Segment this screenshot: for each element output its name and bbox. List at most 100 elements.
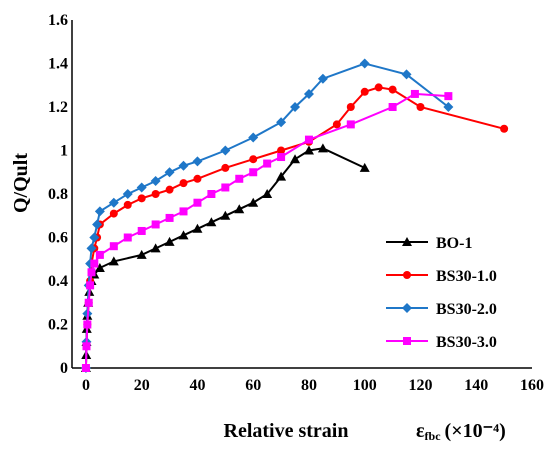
data-point bbox=[248, 132, 259, 143]
y-tick-label: 0.8 bbox=[48, 186, 68, 203]
data-point bbox=[150, 243, 161, 253]
data-point bbox=[303, 88, 314, 99]
data-point bbox=[332, 120, 341, 129]
x-tick-label: 40 bbox=[189, 377, 205, 394]
data-point bbox=[416, 103, 425, 111]
data-point bbox=[122, 189, 133, 199]
data-point bbox=[249, 155, 258, 164]
y-tick-label: 0 bbox=[60, 360, 68, 377]
series-bo-1 bbox=[80, 143, 370, 372]
data-point bbox=[109, 242, 118, 251]
y-tick-label: 1.6 bbox=[48, 12, 68, 29]
legend-label: BS30-1.0 bbox=[436, 268, 497, 285]
data-point bbox=[94, 206, 105, 217]
y-tick-label: 1.4 bbox=[48, 56, 68, 73]
data-point bbox=[165, 213, 174, 222]
axes bbox=[71, 20, 532, 369]
data-point bbox=[249, 168, 258, 177]
legend-label: BS30-3.0 bbox=[436, 334, 497, 351]
data-point bbox=[81, 364, 90, 372]
data-point bbox=[206, 217, 217, 227]
legend-item: BS30-3.0 bbox=[386, 334, 497, 351]
data-point bbox=[86, 281, 95, 290]
data-point bbox=[192, 223, 203, 233]
x-axis-symbol-epsilon: ε bbox=[416, 420, 425, 442]
data-point bbox=[207, 190, 216, 198]
data-point bbox=[263, 159, 272, 168]
data-point bbox=[108, 256, 119, 266]
x-tick-label: 80 bbox=[301, 377, 317, 394]
y-tick-label: 1 bbox=[60, 143, 68, 160]
data-point bbox=[84, 298, 93, 307]
data-point bbox=[192, 156, 203, 167]
data-point bbox=[193, 198, 202, 207]
data-point bbox=[123, 200, 132, 209]
y-tick-labels: 0 0.2 0.4 0.6 0.8 1 1.2 1.4 1.6 bbox=[48, 12, 68, 377]
data-point bbox=[165, 185, 174, 194]
data-point bbox=[290, 154, 301, 164]
x-tick-label: 100 bbox=[353, 377, 377, 394]
legend-label: BO-1 bbox=[436, 235, 472, 252]
x-tick-label: 60 bbox=[245, 377, 261, 394]
data-point bbox=[178, 230, 189, 240]
data-point bbox=[136, 249, 147, 259]
data-point bbox=[277, 153, 286, 162]
data-point bbox=[248, 197, 259, 207]
x-axis-unit: (×10⁻⁴) bbox=[445, 420, 506, 442]
series-layer bbox=[80, 58, 509, 373]
x-tick-label: 160 bbox=[520, 377, 544, 394]
series-bs30-1-0 bbox=[81, 83, 509, 372]
data-point bbox=[235, 174, 244, 183]
x-tick-label: 140 bbox=[464, 377, 488, 394]
data-point bbox=[193, 174, 202, 183]
series-bs30-2-0 bbox=[80, 58, 454, 373]
data-point bbox=[401, 69, 412, 80]
x-axis-symbol: εfbc (×10⁻⁴) bbox=[416, 420, 506, 443]
legend-label: BS30-2.0 bbox=[436, 301, 497, 318]
legend-swatch-marker bbox=[402, 303, 412, 313]
data-point bbox=[444, 92, 453, 101]
data-point bbox=[179, 179, 188, 188]
legend-item: BO-1 bbox=[386, 235, 472, 252]
data-point bbox=[221, 183, 230, 192]
data-point bbox=[83, 320, 92, 329]
data-point bbox=[150, 175, 161, 186]
data-point bbox=[90, 259, 99, 268]
y-axis-title: Q/Qult bbox=[10, 153, 32, 213]
x-tick-label: 20 bbox=[134, 377, 150, 394]
data-point bbox=[303, 145, 314, 155]
data-point bbox=[220, 210, 231, 220]
data-point bbox=[123, 233, 132, 242]
data-point bbox=[276, 117, 287, 128]
legend: BO-1 BS30-1.0 BS30-2.0 BS30-3.0 bbox=[386, 235, 497, 351]
legend-swatch-marker bbox=[403, 271, 411, 279]
y-tick-label: 1.2 bbox=[48, 99, 68, 116]
legend-item: BS30-2.0 bbox=[386, 301, 497, 318]
series-line bbox=[84, 147, 366, 369]
data-point bbox=[137, 226, 146, 235]
x-tick-labels: 0 20 40 60 80 100 120 140 160 bbox=[82, 377, 544, 394]
data-point bbox=[410, 89, 419, 98]
data-point bbox=[262, 189, 273, 198]
y-tick-label: 0.6 bbox=[48, 230, 68, 247]
data-point bbox=[92, 219, 103, 230]
data-point bbox=[82, 342, 91, 351]
data-point bbox=[317, 73, 328, 84]
y-tick-label: 0.4 bbox=[48, 273, 68, 290]
legend-swatch-marker bbox=[403, 337, 411, 345]
legend-swatch-marker bbox=[402, 237, 412, 246]
data-point bbox=[87, 268, 96, 277]
data-point bbox=[443, 102, 454, 112]
data-point bbox=[360, 87, 369, 96]
data-point bbox=[234, 204, 245, 214]
data-point bbox=[359, 58, 370, 69]
data-point bbox=[317, 143, 328, 153]
data-point bbox=[388, 85, 397, 94]
data-point bbox=[86, 243, 97, 254]
data-point bbox=[221, 163, 230, 172]
data-point bbox=[164, 236, 175, 246]
data-point bbox=[346, 120, 355, 129]
data-point bbox=[151, 190, 160, 198]
legend-item: BS30-1.0 bbox=[386, 268, 497, 285]
